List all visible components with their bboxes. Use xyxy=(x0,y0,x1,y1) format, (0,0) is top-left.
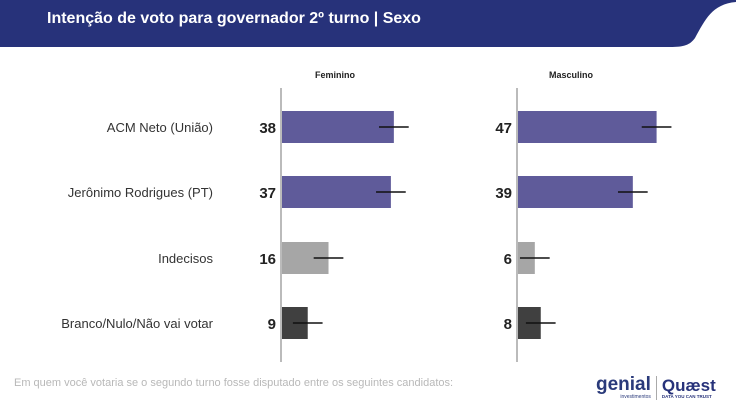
data-label: 37 xyxy=(259,185,276,202)
category-label: Indecisos xyxy=(158,251,213,266)
panel-title: Feminino xyxy=(315,70,356,80)
category-label: Jerônimo Rodrigues (PT) xyxy=(68,185,213,200)
data-label: 8 xyxy=(504,316,512,333)
logo-divider xyxy=(655,376,657,400)
bar xyxy=(281,111,394,143)
bar-chart: ACM Neto (União) Jerônimo Rodrigues (PT) I… xyxy=(61,70,672,362)
category-label: ACM Neto (União) xyxy=(107,120,213,135)
category-label: Branco/Nulo/Não vai votar xyxy=(61,316,213,331)
data-label: 16 xyxy=(259,251,276,268)
question-footnote: Em quem você votaria se o segundo turno … xyxy=(14,377,454,389)
data-label: 6 xyxy=(504,251,512,268)
data-label: 39 xyxy=(495,185,512,202)
bar xyxy=(281,176,391,208)
data-label: 47 xyxy=(495,120,512,137)
data-label: 38 xyxy=(259,120,276,137)
bar xyxy=(517,111,657,143)
bar xyxy=(517,176,633,208)
logos: genial investimentos Quæst DATA YOU CAN TR… xyxy=(596,374,716,400)
genial-logo: genial investimentos xyxy=(596,374,651,400)
page-title: Intenção de voto para governador 2º turn… xyxy=(47,10,421,27)
header-band xyxy=(0,0,736,47)
data-label: 9 xyxy=(268,316,276,333)
panel-title: Masculino xyxy=(549,70,594,80)
quaest-logo: Quæst DATA YOU CAN TRUST xyxy=(661,375,716,399)
